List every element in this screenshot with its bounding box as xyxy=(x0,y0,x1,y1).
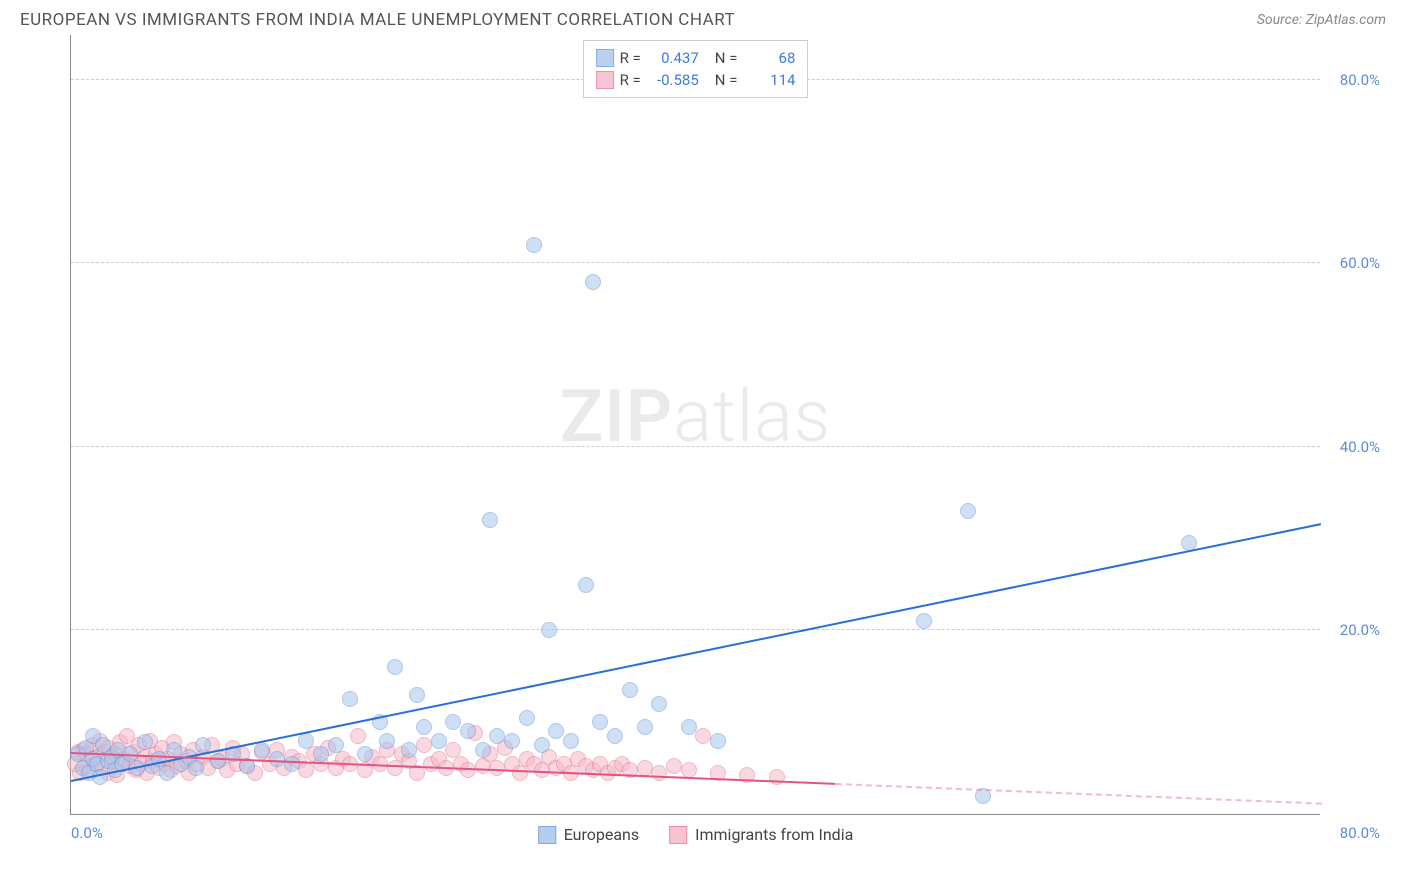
scatter-point xyxy=(210,753,226,769)
scatter-point xyxy=(284,756,300,772)
scatter-point xyxy=(357,746,373,762)
n-value: 114 xyxy=(747,71,795,89)
scatter-point xyxy=(681,719,697,735)
scatter-point xyxy=(563,733,579,749)
scatter-point xyxy=(504,733,520,749)
scatter-point xyxy=(254,742,270,758)
scatter-point xyxy=(489,728,505,744)
y-tick-label: 80.0% xyxy=(1325,71,1380,89)
scatter-point xyxy=(681,762,697,778)
scatter-point xyxy=(431,733,447,749)
legend-label: Immigrants from India xyxy=(695,825,853,844)
legend-swatch xyxy=(596,71,614,89)
trend-line xyxy=(836,783,1321,805)
scatter-point xyxy=(710,733,726,749)
scatter-point xyxy=(526,237,542,253)
gridline xyxy=(71,446,1320,447)
scatter-point xyxy=(482,512,498,528)
series-legend: Europeans Immigrants from India xyxy=(538,825,854,844)
scatter-point xyxy=(342,691,358,707)
r-label: R = xyxy=(620,71,641,89)
scatter-point xyxy=(159,765,175,781)
chart-title: EUROPEAN VS IMMIGRANTS FROM INDIA MALE U… xyxy=(20,10,735,30)
y-tick-label: 60.0% xyxy=(1325,254,1380,272)
legend-item: Europeans xyxy=(538,825,639,844)
scatter-point xyxy=(769,769,785,785)
scatter-point xyxy=(475,742,491,758)
scatter-point xyxy=(298,733,314,749)
legend-swatch xyxy=(596,49,614,67)
scatter-point xyxy=(137,734,153,750)
r-value: 0.437 xyxy=(651,49,699,67)
x-tick-label-max: 80.0% xyxy=(1325,824,1380,842)
scatter-point xyxy=(578,577,594,593)
scatter-point xyxy=(585,274,601,290)
scatter-point xyxy=(401,742,417,758)
stats-legend-row: R = 0.437 N = 68 xyxy=(596,47,796,69)
scatter-point xyxy=(622,682,638,698)
scatter-point xyxy=(541,622,557,638)
legend-item: Immigrants from India xyxy=(669,825,853,844)
scatter-point xyxy=(592,714,608,730)
scatter-point xyxy=(960,503,976,519)
scatter-point xyxy=(666,758,682,774)
scatter-point xyxy=(637,719,653,735)
r-value: -0.585 xyxy=(651,71,699,89)
y-tick-label: 40.0% xyxy=(1325,438,1380,456)
legend-label: Europeans xyxy=(564,825,639,844)
trend-line xyxy=(71,523,1321,782)
n-label: N = xyxy=(715,71,738,89)
plot-area: ZIPatlas 20.0%40.0%60.0%80.0%0.0%80.0%R … xyxy=(70,35,1320,815)
scatter-point xyxy=(298,762,314,778)
scatter-point xyxy=(387,659,403,675)
scatter-point xyxy=(416,719,432,735)
scatter-point xyxy=(916,613,932,629)
scatter-point xyxy=(512,765,528,781)
scatter-point xyxy=(651,696,667,712)
scatter-point xyxy=(534,737,550,753)
legend-swatch xyxy=(669,826,687,844)
scatter-point xyxy=(379,733,395,749)
legend-swatch xyxy=(538,826,556,844)
scatter-point xyxy=(409,687,425,703)
chart-header: EUROPEAN VS IMMIGRANTS FROM INDIA MALE U… xyxy=(0,0,1406,35)
gridline xyxy=(71,629,1320,630)
scatter-point xyxy=(548,723,564,739)
scatter-point xyxy=(445,714,461,730)
x-tick-label-min: 0.0% xyxy=(71,824,103,842)
scatter-point xyxy=(313,746,329,762)
y-tick-label: 20.0% xyxy=(1325,621,1380,639)
source-attribution: Source: ZipAtlas.com xyxy=(1257,12,1386,28)
scatter-point xyxy=(416,737,432,753)
scatter-point xyxy=(350,728,366,744)
scatter-point xyxy=(607,728,623,744)
stats-legend: R = 0.437 N = 68 R = -0.585 N = 114 xyxy=(583,40,809,98)
scatter-point xyxy=(695,728,711,744)
scatter-point xyxy=(188,760,204,776)
r-label: R = xyxy=(620,49,641,67)
gridline xyxy=(71,262,1320,263)
scatter-point xyxy=(460,723,476,739)
scatter-point xyxy=(519,710,535,726)
scatter-point xyxy=(637,760,653,776)
scatter-point xyxy=(387,760,403,776)
scatter-point xyxy=(328,737,344,753)
stats-legend-row: R = -0.585 N = 114 xyxy=(596,69,796,91)
n-label: N = xyxy=(715,49,738,67)
scatter-point xyxy=(269,751,285,767)
scatter-point xyxy=(651,765,667,781)
n-value: 68 xyxy=(747,49,795,67)
